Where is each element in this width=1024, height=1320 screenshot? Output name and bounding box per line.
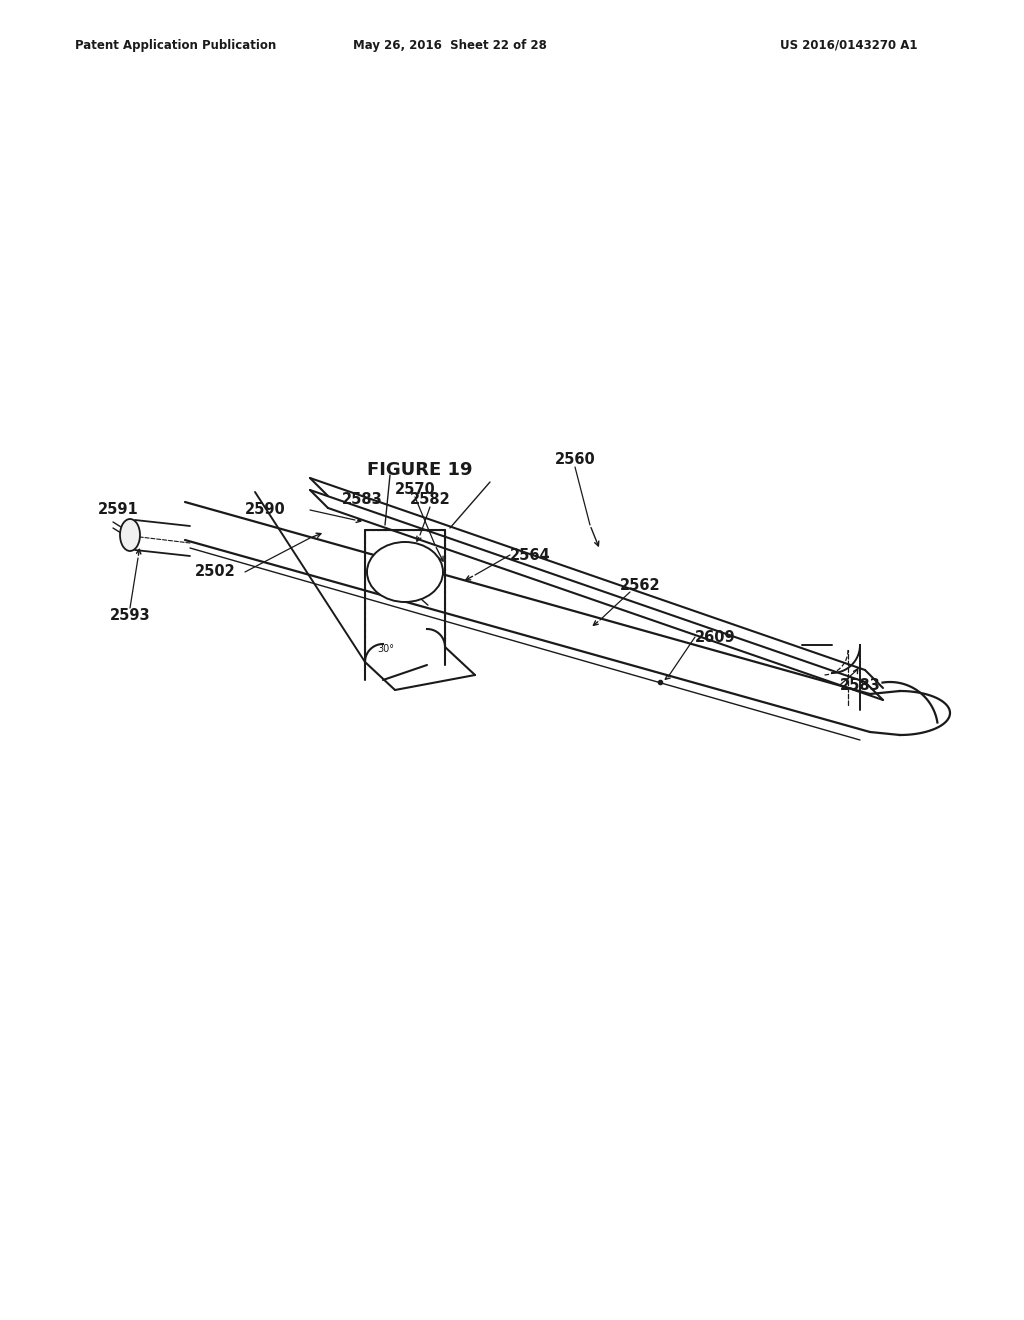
Text: 30°: 30° [377, 644, 394, 653]
Text: 2502: 2502 [195, 565, 236, 579]
Ellipse shape [367, 543, 443, 602]
Text: 2570: 2570 [394, 483, 435, 498]
Text: 2583: 2583 [342, 492, 382, 507]
Text: 2609: 2609 [695, 630, 735, 644]
Text: US 2016/0143270 A1: US 2016/0143270 A1 [780, 38, 918, 51]
Text: 2560: 2560 [555, 453, 595, 467]
Text: May 26, 2016  Sheet 22 of 28: May 26, 2016 Sheet 22 of 28 [353, 38, 547, 51]
Text: 2583: 2583 [840, 677, 881, 693]
Text: FIGURE 19: FIGURE 19 [368, 461, 473, 479]
Text: 2590: 2590 [245, 503, 286, 517]
Text: Patent Application Publication: Patent Application Publication [75, 38, 276, 51]
Ellipse shape [120, 519, 140, 550]
Text: 2582: 2582 [410, 492, 451, 507]
Text: 2564: 2564 [510, 548, 550, 562]
Text: 2591: 2591 [97, 503, 138, 517]
Text: 2562: 2562 [620, 578, 660, 593]
Text: 2593: 2593 [110, 607, 151, 623]
